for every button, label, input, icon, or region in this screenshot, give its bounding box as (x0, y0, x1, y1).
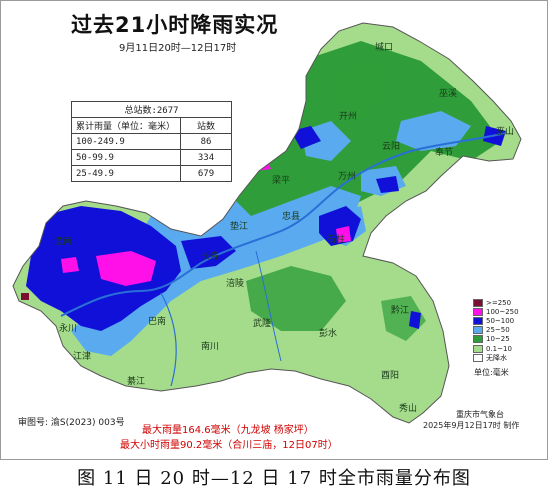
total-stations: 总站数:2677 (71, 101, 232, 118)
map-subtitle: 9月11日20时—12日17时 (119, 43, 237, 54)
map-title: 过去21小时降雨实况 (71, 13, 279, 37)
issuing-org: 重庆市气象台 (456, 410, 504, 419)
legend-label: 100~250 (486, 307, 519, 316)
stats-count: 679 (180, 165, 232, 182)
legend-swatch (473, 298, 483, 307)
place-changshou: 长寿 (201, 250, 219, 262)
place-dianjiang: 垫江 (230, 220, 248, 232)
station-stats-table: 总站数:2677 累计雨量（单位：毫米） 站数 100-249.9 86 50-… (71, 101, 232, 182)
stats-count: 334 (180, 149, 232, 166)
place-qijiang: 綦江 (127, 375, 145, 387)
place-wanzhou: 万州 (338, 171, 356, 182)
map-frame: 城口 巫溪 开州 云阳 奉节 巫山 万州 梁平 忠县 石柱 垫江 长寿 潼南 涪… (0, 0, 548, 460)
legend-label: 10~25 (486, 335, 510, 344)
place-youyang: 酉阳 (381, 370, 399, 381)
stats-header-count: 站数 (180, 117, 232, 134)
table-row: 100-249.9 86 (71, 133, 232, 150)
place-zhongxian: 忠县 (282, 211, 300, 222)
legend-item: 100~250 (473, 307, 519, 316)
place-qianjiang: 黔江 (391, 304, 409, 316)
rain-legend: >=250 100~250 50~100 25~50 10~25 0.1~10 … (473, 298, 519, 362)
legend-label: >=250 (486, 298, 512, 307)
stats-header-range: 累计雨量（单位：毫米） (71, 117, 181, 134)
place-fuling: 涪陵 (226, 277, 244, 289)
place-shizhu: 石柱 (327, 233, 345, 245)
legend-item: 10~25 (473, 335, 519, 344)
place-xiushan: 秀山 (399, 402, 417, 414)
legend-item: 无降水 (473, 353, 519, 362)
legend-label: 0.1~10 (486, 344, 512, 353)
table-row: 50-99.9 334 (71, 149, 232, 166)
legend-swatch (473, 326, 483, 335)
max-rainfall: 最大雨量164.6毫米（九龙坡 杨家坪） (142, 425, 314, 436)
stats-range: 100-249.9 (71, 133, 181, 150)
max-hourly-rainfall: 最大小时雨量90.2毫米（合川三庙，12日07时） (120, 440, 338, 451)
place-fengjie: 奉节 (435, 146, 453, 158)
stats-count: 86 (180, 133, 232, 150)
place-nanchuan: 南川 (201, 340, 219, 352)
figure-caption: 图 11 日 20 时—12 日 17 时全市雨量分布图 (77, 468, 471, 489)
place-wushan: 巫山 (496, 126, 514, 137)
legend-item: 50~100 (473, 316, 519, 325)
stats-range: 50-99.9 (71, 149, 181, 166)
legend-label: 无降水 (486, 353, 507, 362)
place-yunyang: 云阳 (382, 141, 400, 152)
stats-range: 25-49.9 (71, 165, 181, 182)
issued-time: 2025年9月12日17时 制作 (423, 421, 520, 430)
legend-swatch (473, 344, 483, 353)
place-jiangjin: 江津 (73, 351, 91, 362)
legend-swatch (473, 353, 483, 362)
place-banan: 巴南 (148, 315, 166, 327)
rainfall-map: 城口 巫溪 开州 云阳 奉节 巫山 万州 梁平 忠县 石柱 垫江 长寿 潼南 涪… (12, 22, 522, 424)
place-kaizhou: 开州 (339, 111, 357, 122)
legend-label: 25~50 (486, 326, 510, 335)
place-liangping: 梁平 (272, 174, 290, 186)
legend-label: 50~100 (486, 316, 515, 325)
place-tongnan: 潼南 (54, 235, 72, 247)
place-yongchuan: 永川 (59, 322, 77, 334)
place-wulong: 武隆 (253, 317, 271, 329)
legend-unit: 单位:毫米 (474, 368, 509, 377)
legend-swatch (473, 316, 483, 325)
place-pengshui: 彭水 (319, 327, 337, 339)
place-wuxi: 巫溪 (439, 87, 457, 99)
approval-number: 审图号: 渝S(2023) 003号 (18, 418, 125, 428)
table-row: 25-49.9 679 (71, 165, 232, 182)
legend-swatch (473, 335, 483, 344)
legend-item: 0.1~10 (473, 344, 519, 353)
legend-item: >=250 (473, 298, 519, 307)
legend-item: 25~50 (473, 326, 519, 335)
legend-swatch (473, 307, 483, 316)
place-chengkou: 城口 (375, 42, 393, 53)
